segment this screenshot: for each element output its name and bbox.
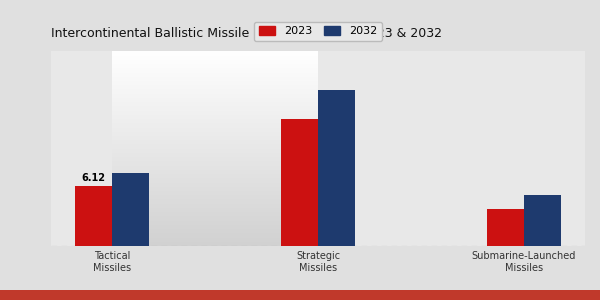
Bar <box>281 119 318 246</box>
Text: Intercontinental Ballistic Missile Market, By Type, 2023 & 2032: Intercontinental Ballistic Missile Marke… <box>51 27 442 40</box>
Text: 6.12: 6.12 <box>82 173 106 183</box>
Legend: 2023, 2032: 2023, 2032 <box>254 22 382 41</box>
Bar <box>112 173 149 246</box>
Bar <box>75 186 112 246</box>
Bar <box>487 209 524 246</box>
Bar <box>318 90 355 246</box>
Bar <box>524 195 561 246</box>
